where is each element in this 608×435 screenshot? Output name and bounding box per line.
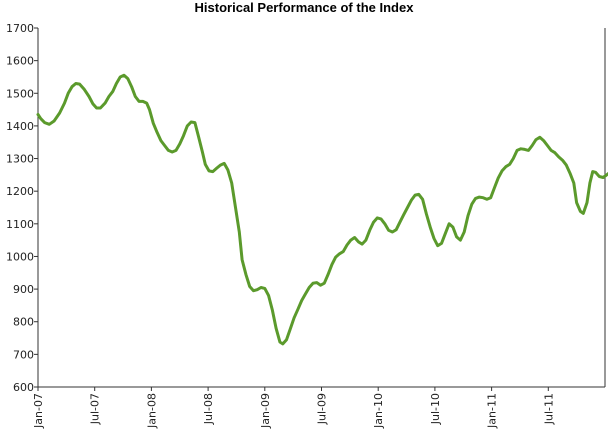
series-group: [36, 73, 608, 346]
series-line: [36, 73, 608, 346]
x-axis-ticks: Jan-07 Jul-07 Jan-08 Jul-08 Jan-09 Jul-09 Jan-…: [32, 387, 555, 429]
x-tick-label: Jul-07: [89, 393, 102, 425]
x-tick-label: Jan-08: [145, 393, 158, 429]
x-tick-label: Jan-07: [32, 393, 45, 429]
x-tick-label: Jul-08: [202, 393, 215, 425]
y-tick-label: 1100: [6, 218, 34, 231]
x-tick-label: Jul-11: [542, 393, 555, 425]
y-tick-label: 1700: [6, 22, 34, 35]
chart-axes: [37, 28, 606, 388]
y-tick-label: 1300: [6, 153, 34, 166]
y-tick-label: 1500: [6, 87, 34, 100]
x-tick-label: Jul-09: [316, 393, 329, 425]
y-tick-label: 800: [13, 316, 34, 329]
y-tick-label: 1200: [6, 185, 34, 198]
y-tick-label: 900: [13, 283, 34, 296]
y-tick-label: 700: [13, 348, 34, 361]
x-tick-label: Jul-10: [429, 393, 442, 425]
x-tick-label: Jan-10: [372, 393, 385, 429]
x-tick-label: Jan-09: [259, 393, 272, 429]
y-axis-ticks: 600 700 800 900 1000 1100 1200 1300 1400 1500 1600…: [6, 22, 38, 394]
y-tick-label: 600: [13, 381, 34, 394]
chart-title: Historical Performance of the Index: [194, 0, 414, 15]
y-tick-label: 1000: [6, 250, 34, 263]
x-tick-label: Jan-11: [486, 393, 499, 429]
y-tick-label: 1600: [6, 55, 34, 68]
y-tick-label: 1400: [6, 120, 34, 133]
